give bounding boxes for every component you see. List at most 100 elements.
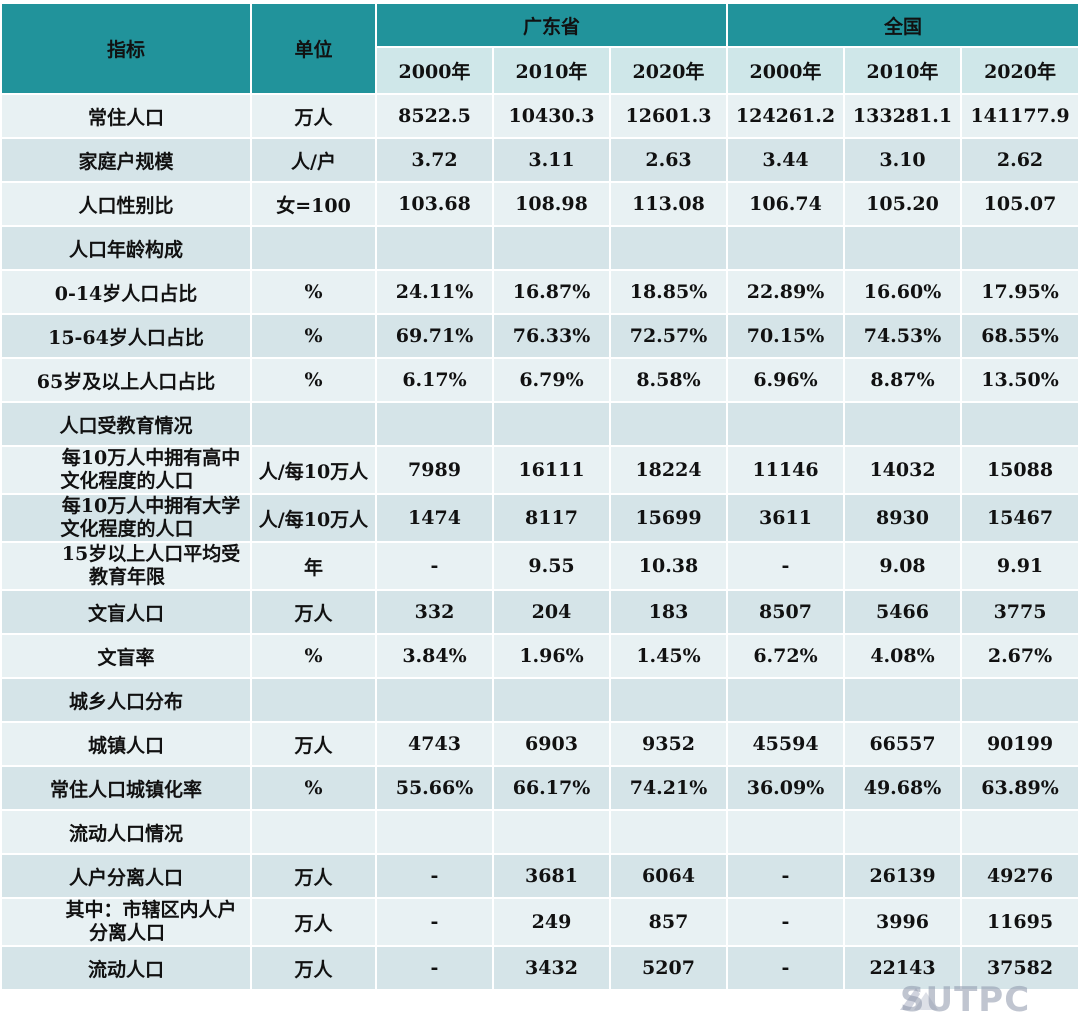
empty-cell — [609, 809, 728, 855]
row-label: 人口性别比 — [0, 181, 252, 227]
cell-value: 9.55 — [492, 541, 611, 591]
cell-value: 5466 — [843, 589, 962, 635]
cell-value: 183 — [609, 589, 728, 635]
row-unit: 万人 — [250, 897, 377, 947]
cell-value: 49.68% — [843, 765, 962, 811]
table-row: 15岁以上人口平均受 教育年限 年 - 9.55 10.38 - 9.08 9.… — [0, 541, 1080, 591]
cell-value: 133281.1 — [843, 93, 962, 139]
cell-value: - — [375, 541, 494, 591]
cell-value: 3432 — [492, 945, 611, 991]
row-unit: % — [250, 269, 377, 315]
cell-value: 106.74 — [726, 181, 845, 227]
header-year: 2000年 — [726, 46, 845, 95]
empty-cell — [250, 809, 377, 855]
cell-value: 124261.2 — [726, 93, 845, 139]
cell-value: 204 — [492, 589, 611, 635]
cell-value: 3.11 — [492, 137, 611, 183]
empty-cell — [250, 225, 377, 271]
cell-value: 22.89% — [726, 269, 845, 315]
cell-value: 6064 — [609, 853, 728, 899]
cell-value: - — [375, 945, 494, 991]
section-row: 流动人口情况 — [0, 809, 1080, 855]
row-unit: 万人 — [250, 721, 377, 767]
cell-value: 68.55% — [959, 313, 1080, 359]
cell-value: 10430.3 — [492, 93, 611, 139]
row-label: 其中：市辖区内人户 分离人口 — [0, 897, 252, 947]
table-row: 常住人口城镇化率 % 55.66% 66.17% 74.21% 36.09% 4… — [0, 765, 1080, 811]
row-unit: % — [250, 633, 377, 679]
cell-value: - — [726, 541, 845, 591]
cell-value: - — [726, 945, 845, 991]
cell-value: 74.21% — [609, 765, 728, 811]
cell-value: 3775 — [959, 589, 1080, 635]
section-label: 人口受教育情况 — [0, 401, 252, 447]
empty-cell — [375, 401, 494, 447]
cell-value: 105.07 — [959, 181, 1080, 227]
cell-value: 6.96% — [726, 357, 845, 403]
row-label: 15-64岁人口占比 — [0, 313, 252, 359]
header-group-national: 全国 — [725, 2, 1080, 48]
cell-value: 90199 — [959, 721, 1080, 767]
cell-value: 3.84% — [375, 633, 494, 679]
header-year: 2010年 — [843, 46, 962, 95]
table-row: 文盲率 % 3.84% 1.96% 1.45% 6.72% 4.08% 2.67… — [0, 633, 1080, 679]
table-row: 流动人口 万人 - 3432 5207 - 22143 37582 — [0, 945, 1080, 991]
row-label-line2: 文化程度的人口 — [60, 518, 194, 540]
empty-cell — [959, 401, 1080, 447]
cell-value: 3.44 — [726, 137, 845, 183]
empty-cell — [375, 809, 494, 855]
table-row: 每10万人中拥有大学 文化程度的人口 人/每10万人 1474 8117 156… — [0, 493, 1080, 543]
empty-cell — [492, 401, 611, 447]
empty-cell — [843, 401, 962, 447]
row-unit: 人/每10万人 — [250, 445, 377, 495]
cell-value: 8522.5 — [375, 93, 494, 139]
cell-value: - — [375, 897, 494, 947]
row-unit: 人/户 — [250, 137, 377, 183]
cell-value: 6903 — [492, 721, 611, 767]
cell-value: 103.68 — [375, 181, 494, 227]
cell-value: 9.08 — [843, 541, 962, 591]
cell-value: 5207 — [609, 945, 728, 991]
cell-value: - — [726, 853, 845, 899]
section-row: 城乡人口分布 — [0, 677, 1080, 723]
row-label: 文盲人口 — [0, 589, 252, 635]
watermark-text: SUTPC — [900, 980, 1031, 1020]
row-label: 人户分离人口 — [0, 853, 252, 899]
empty-cell — [959, 225, 1080, 271]
row-unit: 年 — [250, 541, 377, 591]
table-row: 文盲人口 万人 332 204 183 8507 5466 3775 — [0, 589, 1080, 635]
cell-value: 8.58% — [609, 357, 728, 403]
row-label: 文盲率 — [0, 633, 252, 679]
cell-value: 36.09% — [726, 765, 845, 811]
row-label: 常住人口城镇化率 — [0, 765, 252, 811]
cell-value: 70.15% — [726, 313, 845, 359]
cell-value: 2.62 — [959, 137, 1080, 183]
row-label-line1: 每10万人中拥有高中 — [61, 447, 241, 469]
header-unit: 单位 — [250, 2, 377, 95]
row-label: 常住人口 — [0, 93, 252, 139]
row-unit: 万人 — [250, 93, 377, 139]
row-label-line1: 其中：市辖区内人户 — [65, 899, 237, 921]
cell-value: 18.85% — [609, 269, 728, 315]
row-label: 家庭户规模 — [0, 137, 252, 183]
table-row: 人户分离人口 万人 - 3681 6064 - 26139 49276 — [0, 853, 1080, 899]
cell-value: 16111 — [492, 445, 611, 495]
cell-value: 3681 — [492, 853, 611, 899]
cell-value: 3.72 — [375, 137, 494, 183]
section-row: 人口受教育情况 — [0, 401, 1080, 447]
table-row: 15-64岁人口占比 % 69.71% 76.33% 72.57% 70.15%… — [0, 313, 1080, 359]
cell-value: 8930 — [843, 493, 962, 543]
empty-cell — [375, 225, 494, 271]
table-row: 人口性别比 女=100 103.68 108.98 113.08 106.74 … — [0, 181, 1080, 227]
cell-value: 3611 — [726, 493, 845, 543]
cell-value: 18224 — [609, 445, 728, 495]
cell-value: 6.72% — [726, 633, 845, 679]
row-label: 0-14岁人口占比 — [0, 269, 252, 315]
row-unit: % — [250, 357, 377, 403]
empty-cell — [726, 809, 845, 855]
row-label-line1: 每10万人中拥有大学 — [61, 495, 241, 517]
cell-value: 9.91 — [959, 541, 1080, 591]
cell-value: - — [375, 853, 494, 899]
empty-cell — [250, 677, 377, 723]
cell-value: 8.87% — [843, 357, 962, 403]
